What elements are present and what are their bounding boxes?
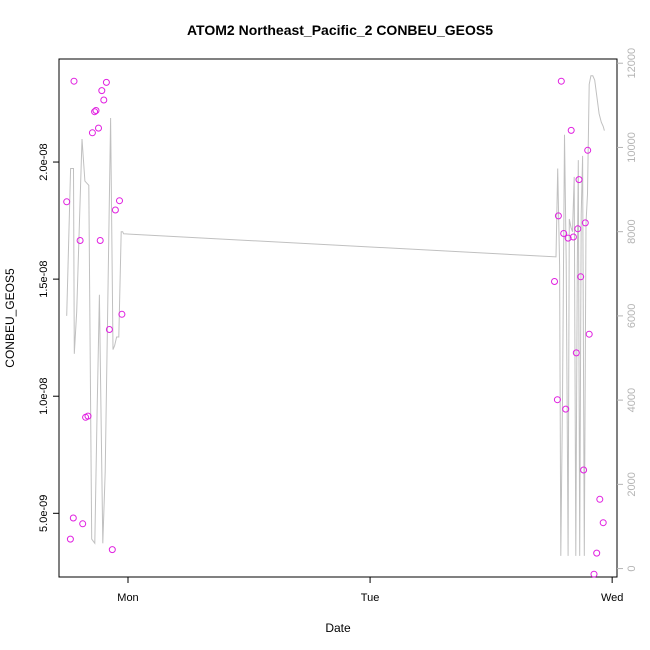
data-point [596, 495, 604, 503]
y-tick-label: 5.0e-09 [38, 495, 50, 532]
data-point [562, 405, 570, 413]
data-point [584, 146, 592, 154]
data-point [98, 87, 106, 95]
data-points-layer [63, 77, 607, 578]
plot-frame [58, 58, 618, 578]
data-point [88, 129, 96, 137]
data-point [551, 278, 558, 285]
series-line-layer [66, 75, 605, 556]
data-point [96, 237, 104, 244]
data-point [599, 519, 607, 527]
x-tick-label: Mon [117, 592, 138, 604]
y-axis-right: 0 2000 4000 6000 8000 10000 12000 [617, 48, 638, 572]
y2-tick-label: 6000 [626, 304, 638, 328]
data-point [76, 237, 84, 244]
data-point [105, 326, 113, 333]
data-point [580, 466, 588, 474]
x-tick-label: Wed [601, 592, 623, 604]
data-point [111, 206, 119, 214]
y-tick-label: 2.0e-08 [38, 143, 50, 180]
data-point [590, 570, 598, 578]
data-point [564, 234, 572, 242]
data-point [108, 546, 116, 554]
data-point [554, 212, 562, 220]
y2-tick-label: 10000 [626, 132, 638, 163]
data-point [118, 310, 126, 318]
y2-tick-label: 2000 [626, 472, 638, 496]
data-point [585, 330, 593, 338]
data-point [560, 230, 568, 237]
data-point [92, 107, 100, 114]
data-point [567, 126, 575, 134]
chart-title: ATOM2 Northeast_Pacific_2 CONBEU_GEOS5 [187, 22, 493, 38]
data-point [102, 78, 110, 86]
data-point [79, 520, 87, 528]
data-point [569, 233, 577, 241]
data-point [581, 219, 589, 227]
x-axis: Mon Tue Wed [117, 577, 623, 604]
data-point [84, 412, 92, 420]
data-point [91, 108, 99, 116]
x-tick-label: Tue [361, 592, 380, 604]
data-point [100, 96, 108, 104]
data-point [63, 198, 71, 206]
data-point [66, 535, 74, 543]
data-point [572, 349, 580, 357]
data-point [574, 225, 582, 233]
y-axis-label: CONBEU_GEOS5 [3, 268, 17, 368]
y2-tick-label: 0 [626, 566, 638, 572]
data-point [95, 124, 102, 132]
series-line [66, 75, 605, 556]
y2-tick-label: 4000 [626, 388, 638, 412]
data-point [577, 273, 585, 281]
y-tick-label: 1.5e-08 [38, 260, 50, 297]
x-axis-label: Date [325, 621, 351, 635]
data-point [557, 77, 565, 85]
y-axis-left: 5.0e-09 1.0e-08 1.5e-08 2.0e-08 [38, 143, 59, 532]
y-tick-label: 1.0e-08 [38, 378, 50, 415]
data-point [593, 549, 601, 557]
data-point [116, 197, 123, 205]
y2-tick-label: 8000 [626, 219, 638, 243]
y2-tick-label: 12000 [626, 48, 638, 79]
data-point [70, 77, 78, 85]
data-point [553, 396, 561, 404]
data-point [575, 176, 583, 184]
data-point [69, 514, 77, 522]
